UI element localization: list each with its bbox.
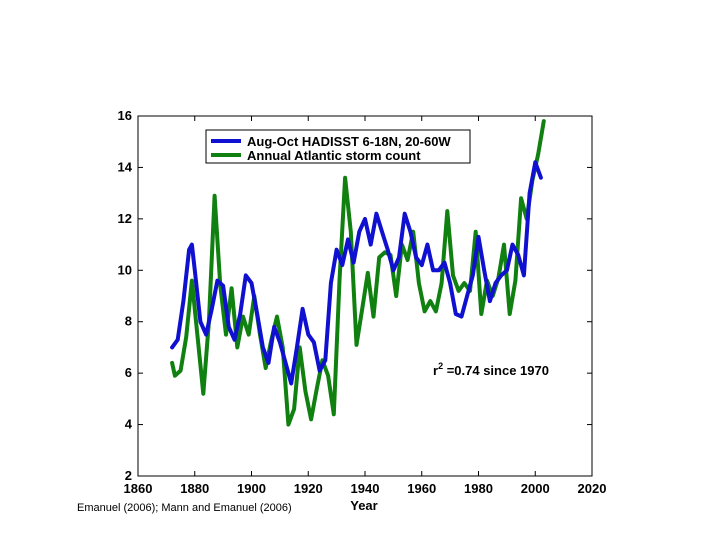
y-tick-label: 8: [125, 314, 132, 329]
y-tick-label: 2: [125, 468, 132, 483]
x-tick-label: 1860: [124, 481, 153, 496]
x-tick-label: 1980: [464, 481, 493, 496]
series-line-storm-count: [170, 119, 546, 427]
legend-box: [205, 129, 471, 164]
series-line-sst: [170, 160, 543, 386]
y-tick-label: 12: [118, 211, 132, 226]
y-tick-label: 6: [125, 365, 132, 380]
x-tick-label: 1940: [351, 481, 380, 496]
y-tick-label: 10: [118, 262, 132, 277]
y-tick-label: 16: [118, 108, 132, 123]
legend-label: Annual Atlantic storm count: [247, 148, 421, 163]
x-tick-label: 2020: [578, 481, 607, 496]
r-squared-annotation: r2 =0.74 since 1970: [433, 361, 549, 378]
citation-text: Emanuel (2006); Mann and Emanuel (2006): [77, 502, 292, 514]
series-layer: [170, 119, 546, 427]
legend-label: Aug-Oct HADISST 6-18N, 20-60W: [247, 134, 451, 149]
x-tick-label: 1920: [294, 481, 323, 496]
x-tick-label: 1960: [407, 481, 436, 496]
axes: 1860 1880 1900 1920 1940 1960 1980 2000 2020 2 4 6 8…: [118, 108, 607, 513]
y-tick-label: 4: [125, 417, 133, 432]
y-tick-label: 14: [118, 159, 133, 174]
x-tick-label: 1880: [180, 481, 209, 496]
x-tick-label: 2000: [521, 481, 550, 496]
x-tick-label: 1900: [237, 481, 266, 496]
x-axis-title: Year: [350, 498, 377, 513]
